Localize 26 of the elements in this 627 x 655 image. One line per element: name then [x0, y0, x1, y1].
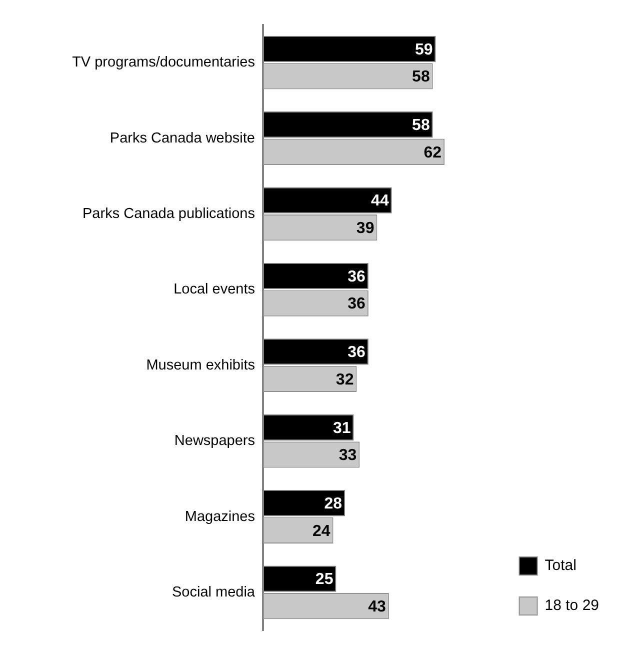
y-tick-label: Newspapers: [174, 433, 255, 450]
legend-label: Total: [544, 557, 576, 574]
data-label: 31: [332, 420, 351, 437]
data-label: 32: [336, 371, 354, 388]
y-tick-label: Social media: [172, 584, 256, 600]
data-label: 25: [315, 571, 334, 588]
data-label: 36: [348, 344, 366, 362]
y-tick-label: Parks Canada website: [110, 130, 255, 146]
y-tick-label: Parks Canada publications: [82, 206, 255, 222]
data-label: 39: [356, 220, 374, 237]
data-label: 58: [412, 68, 430, 86]
legend-label: 18 to 29: [544, 597, 600, 614]
y-tick-label: Magazines: [184, 508, 255, 525]
data-label: 43: [368, 598, 386, 616]
data-label: 24: [312, 522, 330, 540]
data-label: 44: [371, 192, 389, 210]
data-label: 36: [348, 296, 366, 313]
data-label: 36: [348, 268, 366, 286]
data-label: 33: [338, 447, 357, 464]
data-label: 62: [424, 144, 442, 162]
data-label: 58: [412, 117, 430, 134]
data-label: 28: [324, 496, 342, 513]
data-label: 59: [414, 41, 433, 58]
y-tick-label: Museum exhibits: [146, 357, 255, 374]
y-tick-label: TV programs/documentaries: [72, 54, 255, 71]
y-tick-label: Local events: [174, 282, 255, 298]
